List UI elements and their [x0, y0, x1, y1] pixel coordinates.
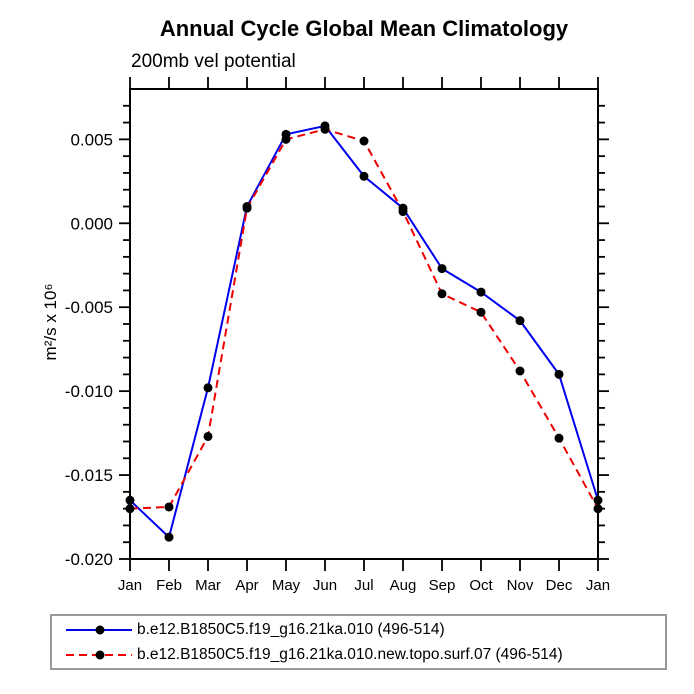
data-point-series-1	[164, 502, 174, 512]
y-tick-label: -0.005	[65, 298, 113, 317]
x-tick-label: Jul	[354, 577, 373, 594]
x-tick-label: Jan	[586, 577, 610, 594]
data-point-series-0	[515, 316, 525, 326]
data-point-series-1	[359, 136, 369, 146]
x-tick-label: Aug	[390, 577, 417, 594]
data-point-series-1	[125, 504, 135, 514]
x-tick-label: Mar	[195, 577, 221, 594]
x-tick-label: Feb	[156, 577, 182, 594]
data-point-series-0	[437, 264, 447, 274]
data-point-series-0	[125, 495, 135, 505]
data-point-series-1	[593, 504, 603, 514]
legend-item-0: b.e12.B1850C5.f19_g16.21ka.010 (496-514)	[65, 617, 665, 642]
legend: b.e12.B1850C5.f19_g16.21ka.010 (496-514)…	[50, 614, 667, 670]
data-point-series-1	[398, 207, 408, 217]
legend-line-sample	[66, 625, 132, 634]
series-line-0	[129, 124, 599, 540]
data-point-series-0	[476, 287, 486, 297]
y-tick-label: -0.015	[65, 466, 113, 485]
data-point-series-1	[515, 366, 525, 376]
x-tick-label: Nov	[507, 577, 534, 594]
data-point-series-1	[476, 307, 486, 317]
data-point-series-0	[359, 171, 369, 181]
data-point-series-1	[554, 433, 564, 443]
x-tick-label: Sep	[429, 577, 456, 594]
legend-marker-icon	[95, 625, 105, 634]
data-point-series-0	[164, 532, 174, 542]
data-point-series-0	[203, 383, 213, 393]
chart-title: Annual Cycle Global Mean Climatology	[159, 16, 569, 41]
series-line-1	[129, 128, 599, 510]
x-tick-label: Jun	[313, 577, 337, 594]
y-tick-label: 0.000	[70, 214, 113, 233]
x-tick-label: Oct	[469, 577, 493, 594]
data-point-series-1	[437, 289, 447, 299]
data-point-series-1	[242, 203, 252, 213]
x-tick-label: Jan	[118, 577, 142, 594]
x-tick-label: Apr	[235, 577, 258, 594]
y-tick-label: -0.010	[65, 382, 113, 401]
data-point-series-0	[593, 495, 603, 505]
data-point-series-1	[281, 134, 291, 144]
plot-frame	[129, 88, 599, 560]
x-tick-label: Dec	[546, 577, 573, 594]
chart-subtitle: 200mb vel potential	[131, 51, 296, 72]
legend-label-0: b.e12.B1850C5.f19_g16.21ka.010 (496-514)	[137, 620, 445, 638]
plot-area: Jan Feb Mar Apr May Jun Jul Aug Sep Oct Nov Dec Jan 0…	[65, 77, 610, 594]
data-point-series-0	[554, 369, 564, 379]
x-tick-label: May	[272, 577, 301, 594]
legend-item-1: b.e12.B1850C5.f19_g16.21ka.010.new.topo.…	[65, 642, 665, 667]
data-point-series-1	[320, 124, 330, 134]
data-point-series-1	[203, 431, 213, 441]
legend-line-sample	[66, 650, 132, 659]
legend-marker-icon	[95, 650, 105, 659]
y-tick-label: -0.020	[65, 550, 113, 569]
legend-label-1: b.e12.B1850C5.f19_g16.21ka.010.new.topo.…	[137, 645, 563, 663]
y-tick-label: 0.005	[70, 130, 113, 149]
